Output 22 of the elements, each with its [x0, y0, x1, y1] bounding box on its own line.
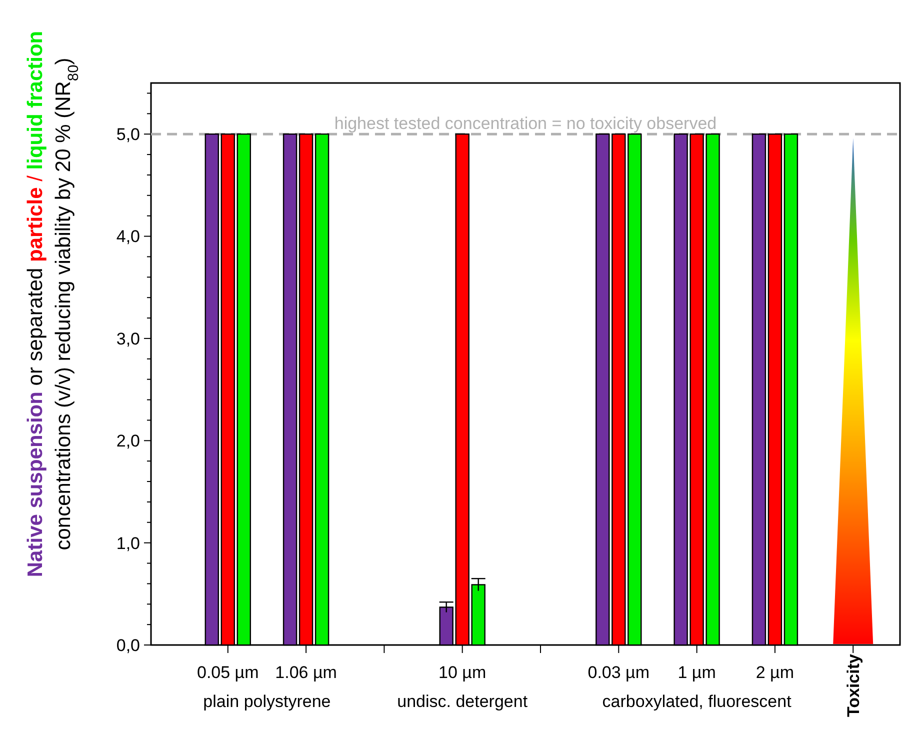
text: undisc. detergent [397, 692, 528, 711]
x-tick-label: 0.03 µm [588, 663, 650, 682]
x-tick-label: 1 µm [678, 663, 716, 682]
x-tick-label: 1.06 µm [275, 663, 337, 682]
text: Toxicity [844, 653, 864, 717]
text: particle [24, 187, 47, 262]
text: plain polystyrene [203, 692, 331, 711]
text: carboxylated, fluorescent [602, 692, 792, 711]
text: liquid fraction [24, 30, 47, 170]
y-tick-label: 4,0 [116, 227, 140, 246]
y-tick-label: 2,0 [116, 432, 140, 451]
y-tick-label: 1,0 [116, 534, 140, 553]
y-tick-label: 5,0 [116, 125, 140, 144]
y-tick-label: 0,0 [116, 636, 140, 655]
x-tick-label: 0.05 µm [197, 663, 259, 682]
text: / [24, 170, 47, 188]
y-tick-label: 3,0 [116, 329, 140, 348]
x-tick-label: 10 µm [438, 663, 486, 682]
text: or separated [24, 262, 47, 392]
text: Native suspension [24, 392, 47, 578]
ref-line-label: highest tested concentration = no toxicity observed [334, 114, 717, 134]
x-tick-label: 2 µm [756, 663, 794, 682]
